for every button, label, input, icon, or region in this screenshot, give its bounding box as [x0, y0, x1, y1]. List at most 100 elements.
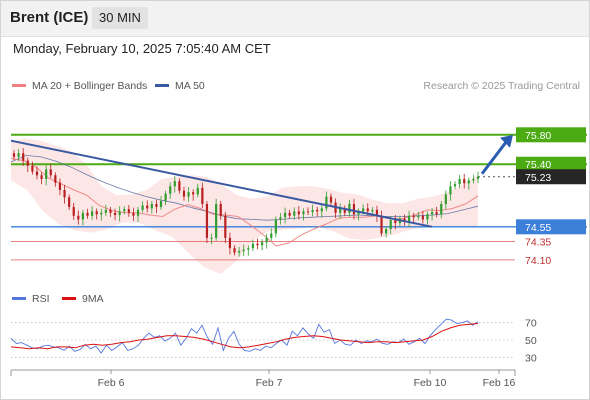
candle-body — [467, 180, 470, 184]
candle-body — [385, 229, 388, 234]
candle-body — [17, 153, 20, 157]
candle-body — [228, 237, 232, 249]
candle-body — [472, 178, 475, 181]
candle — [196, 183, 199, 198]
candle — [164, 190, 167, 206]
candle — [279, 213, 282, 225]
candle-body — [320, 208, 323, 212]
candle-body — [343, 208, 346, 213]
candle — [306, 207, 310, 216]
chart-datetime: Monday, February 10, 2025 7:05:40 AM CET — [13, 41, 271, 56]
candle — [109, 206, 112, 217]
last-price-level-label: 75.23 — [525, 172, 551, 184]
legend-ma20-label: MA 20 + Bollinger Bands — [32, 80, 148, 92]
x-tick-label: Feb 6 — [98, 377, 125, 389]
candle — [297, 206, 300, 220]
candle-body — [242, 249, 245, 252]
candle — [173, 176, 176, 193]
candle-body — [380, 215, 383, 234]
candle-body — [274, 219, 277, 234]
candle — [435, 206, 438, 218]
candle-body — [224, 215, 227, 238]
timeframe-button[interactable]: 30 MIN — [92, 7, 148, 29]
candle — [417, 211, 420, 221]
candle-body — [394, 220, 397, 224]
candle-body — [421, 215, 424, 220]
candle-body — [196, 187, 199, 195]
legend-ma20: MA 20 + Bollinger Bands — [12, 80, 147, 92]
candle-body — [109, 209, 112, 213]
candle-body — [430, 212, 434, 215]
resistance-level-label: 75.40 — [525, 159, 551, 171]
candle-body — [352, 203, 356, 215]
candle — [256, 238, 259, 250]
legend-rsi-ma: 9MA — [62, 293, 104, 305]
candle — [215, 198, 218, 241]
candle-body — [40, 175, 43, 179]
support-label-box — [516, 219, 586, 235]
candle-body — [150, 203, 153, 209]
candle — [132, 207, 135, 221]
candle-body — [316, 209, 319, 212]
ma50-swatch — [155, 83, 169, 87]
candle — [274, 216, 277, 238]
candle-body — [449, 186, 452, 195]
rsi-swatch — [12, 296, 26, 300]
candle — [127, 205, 130, 217]
candle-body — [68, 197, 71, 207]
candle-body — [247, 248, 250, 250]
candle — [476, 171, 480, 184]
x-tick-label: Feb 16 — [483, 377, 516, 389]
forecast-arrow — [480, 139, 509, 175]
candle — [426, 211, 429, 225]
candle-body — [311, 209, 314, 213]
candle-body — [339, 208, 342, 213]
candle — [123, 206, 126, 215]
candle-body — [219, 203, 222, 216]
candle — [90, 206, 94, 220]
candle-body — [192, 192, 195, 195]
legend-ma50: MA 50 — [155, 80, 205, 92]
candle — [302, 208, 305, 221]
candle — [260, 239, 264, 251]
candle — [283, 207, 287, 224]
candle — [352, 198, 356, 220]
candle — [311, 204, 314, 217]
candle — [68, 194, 71, 210]
candle — [210, 233, 213, 245]
candle — [159, 195, 163, 210]
rsi-tick-label: 70 — [525, 318, 537, 330]
candle — [72, 202, 75, 220]
candle-body — [141, 205, 144, 210]
candle — [40, 172, 43, 185]
chart-header: Brent (ICE) 30 MIN — [0, 0, 590, 37]
candle-body — [453, 184, 457, 187]
candle-body — [362, 208, 365, 212]
candle-body — [45, 169, 48, 179]
candle — [58, 178, 62, 196]
candle — [26, 157, 29, 172]
candle-body — [293, 211, 296, 216]
candle-body — [26, 160, 29, 166]
candle-body — [297, 211, 300, 215]
last-price-label-box — [516, 169, 586, 185]
candle — [63, 184, 66, 204]
candle — [192, 189, 195, 201]
candle — [35, 166, 39, 180]
candle — [77, 210, 80, 225]
candle-body — [458, 178, 461, 185]
candle-body — [435, 212, 438, 215]
candle — [325, 191, 328, 212]
candle-body — [54, 175, 57, 183]
candle-body — [182, 190, 186, 197]
candle-body — [366, 208, 369, 212]
rsi-tick-label: 50 — [525, 335, 537, 347]
candle-body — [81, 212, 85, 220]
candle — [339, 203, 342, 220]
resistance-label-box — [516, 156, 586, 172]
x-tick-label: Feb 10 — [414, 377, 447, 389]
candle-body — [90, 211, 94, 216]
candle — [22, 148, 25, 166]
candle — [12, 150, 16, 160]
target-level-label: 74.10 — [525, 255, 551, 267]
